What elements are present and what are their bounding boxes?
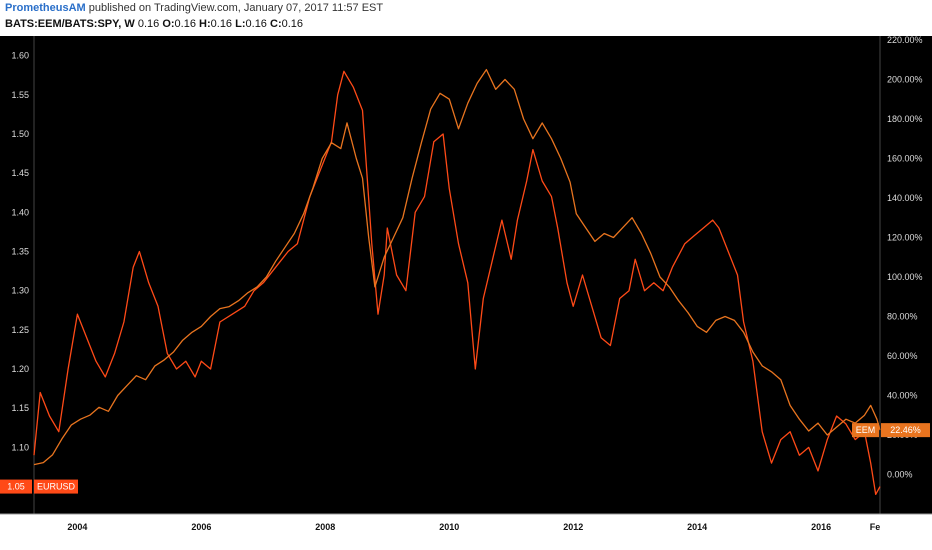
open-label: O: — [162, 18, 175, 30]
left-tick-label: 1.55 — [11, 90, 29, 100]
left-tick-label: 1.45 — [11, 168, 29, 178]
right-tick-label: 100.00% — [887, 272, 923, 282]
eem-value-tag — [881, 423, 930, 438]
series-line-eurusd[interactable] — [33, 70, 881, 496]
eurusd-value-tag — [0, 479, 32, 494]
right-tick-label: 120.00% — [887, 232, 923, 242]
series-layer — [33, 68, 881, 496]
left-tick-label: 1.15 — [11, 403, 29, 413]
time-axis-background — [0, 514, 932, 550]
eem-value-label: 22.46% — [890, 425, 921, 435]
time-tick-label: 2014 — [687, 522, 707, 532]
high-label: H: — [199, 18, 211, 30]
eem-name-label: EEM — [856, 425, 876, 435]
chart-background — [0, 36, 932, 550]
time-tick-label: 2010 — [439, 522, 459, 532]
left-tick-label: 1.35 — [11, 246, 29, 256]
eurusd-name-tag — [34, 479, 78, 494]
right-tick-label: 220.00% — [887, 36, 923, 45]
left-tick-label: 1.60 — [11, 51, 29, 61]
left-tick-label: 1.40 — [11, 207, 29, 217]
right-tick-label: 0.00% — [887, 469, 913, 479]
high-value: 0.16 — [210, 18, 233, 30]
left-tick-label: 1.20 — [11, 364, 29, 374]
eurusd-value-label: 1.05 — [7, 482, 25, 492]
time-tick-label: 2008 — [315, 522, 335, 532]
right-tick-label: 80.00% — [887, 311, 918, 321]
low-label: L: — [235, 18, 246, 30]
time-tick-label: 2016 — [811, 522, 831, 532]
right-tick-label: 180.00% — [887, 114, 923, 124]
left-tick-label: 1.10 — [11, 442, 29, 452]
close-value: 0.16 — [281, 18, 304, 30]
time-tick-label: 2012 — [563, 522, 583, 532]
right-tick-label: 160.00% — [887, 153, 923, 163]
left-tick-label: 1.25 — [11, 325, 29, 335]
symbol-line: BATS:EEM/BATS:SPY, W 0.16 O:0.16 H:0.16 … — [5, 18, 303, 30]
right-tick-label: 60.00% — [887, 351, 918, 361]
time-tick-label: 2004 — [67, 522, 87, 532]
eem-name-tag — [852, 423, 879, 438]
series-line-eem[interactable] — [33, 68, 881, 466]
open-value: 0.16 — [174, 18, 196, 30]
time-tick-label: 2006 — [191, 522, 211, 532]
right-tick-label: 140.00% — [887, 193, 923, 203]
close-label: C: — [270, 18, 282, 30]
eurusd-name-label: EURUSD — [37, 482, 76, 492]
price-chart[interactable]: 1.60 1.55 1.50 1.45 1.40 1.35 1.30 1.25 1.20 1.15… — [0, 36, 932, 550]
left-tick-label: 1.30 — [11, 286, 29, 296]
right-tick-label: 40.00% — [887, 390, 918, 400]
low-value: 0.16 — [245, 18, 267, 30]
publish-line: PrometheusAM published on TradingView.co… — [5, 2, 383, 14]
right-tick-label: 200.00% — [887, 74, 923, 84]
symbol-name[interactable]: BATS:EEM/BATS:SPY, W — [5, 18, 135, 30]
left-tick-label: 1.50 — [11, 129, 29, 139]
time-axis[interactable]: 2004 2006 2008 2010 2012 2014 2016 Fe — [67, 522, 880, 532]
left-price-axis[interactable]: 1.60 1.55 1.50 1.45 1.40 1.35 1.30 1.25 1.20 1.15… — [11, 51, 29, 453]
last-value: 0.16 — [137, 18, 160, 30]
author-link[interactable]: PrometheusAM — [5, 2, 86, 14]
last-value-tags: 1.05 EURUSD EEM 22.46% — [0, 423, 930, 494]
time-tick-label: Fe — [870, 522, 881, 532]
chart-header: PrometheusAM published on TradingView.co… — [0, 0, 932, 36]
published-text: published on TradingView.com, January 07… — [88, 2, 384, 14]
